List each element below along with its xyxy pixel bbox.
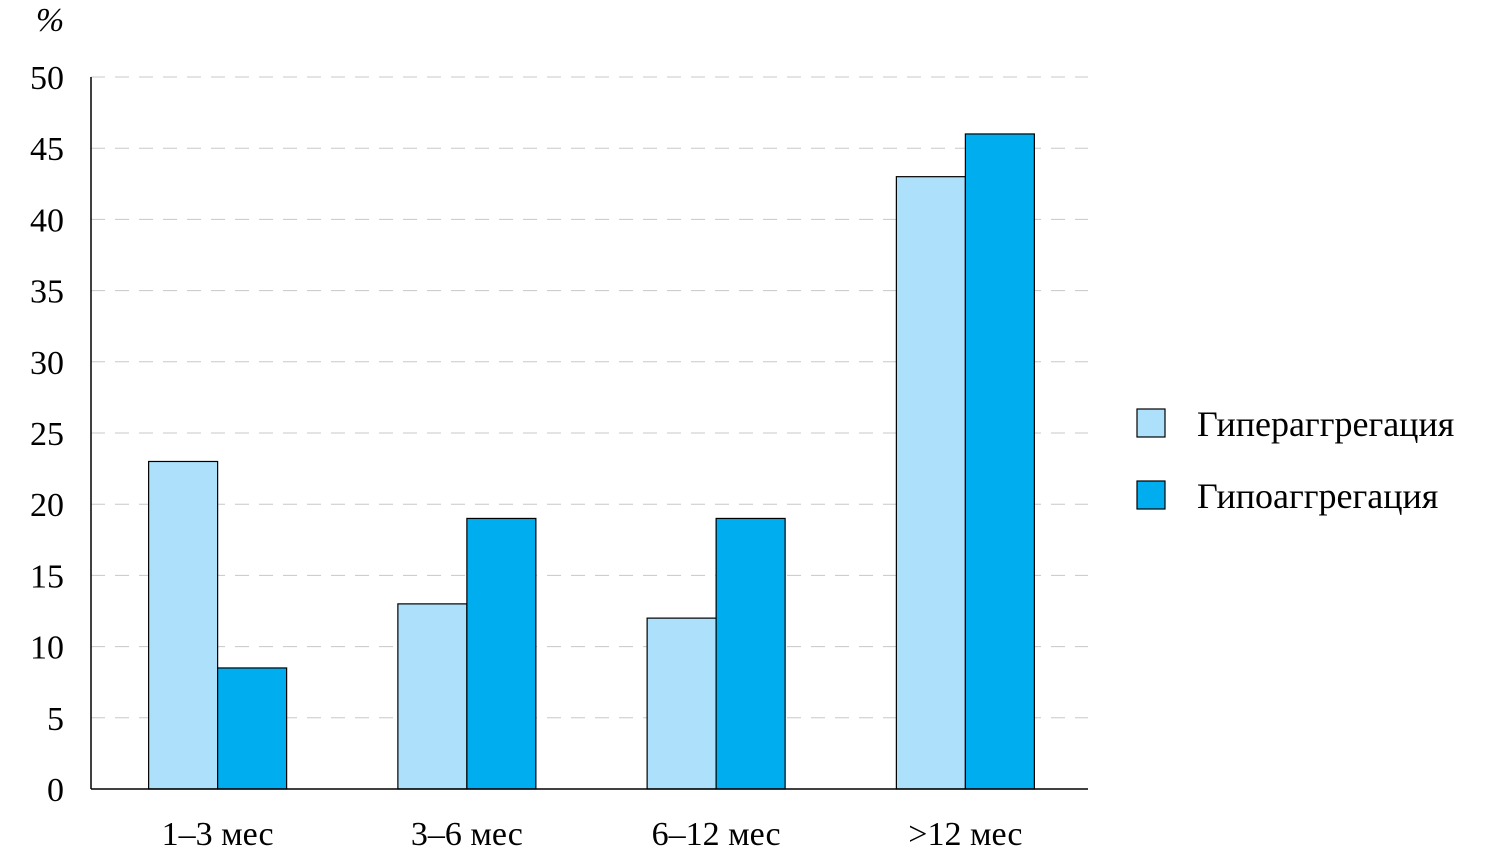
bar-hyper-3 [895,176,966,790]
y-tick-label: 0 [47,772,64,809]
legend-label-hyper: Гипераггрегация [1197,404,1454,444]
legend: Гипераггрегация Гипоаггрегация [1136,404,1454,516]
x-tick-label: 1–3 мес [162,816,274,853]
y-tick-label: 30 [30,345,64,382]
x-tick-label: 3–6 мес [411,816,523,853]
bar-hypo-2 [715,517,786,790]
y-axis-unit-label: % [36,2,64,39]
y-tick-label: 40 [30,202,64,239]
legend-swatch-hyper [1136,408,1166,438]
y-tick-label: 15 [30,558,64,595]
bar-hypo-1 [466,517,537,790]
bar-hypo-3 [964,133,1035,790]
x-tick-label: >12 мес [908,816,1022,853]
y-tick-label: 25 [30,416,64,453]
bar-hyper-2 [646,617,717,790]
y-tick-label: 35 [30,274,64,311]
y-tick-label: 45 [30,131,64,168]
legend-swatch-hypo [1136,480,1166,510]
axes [90,77,1088,790]
legend-label-hypo: Гипоаггрегация [1197,476,1438,516]
x-tick-label: 6–12 мес [652,816,781,853]
bars [148,133,1035,790]
x-tick-labels: 1–3 мес 3–6 мес 6–12 мес >12 мес [162,816,1023,853]
y-tick-label: 10 [30,630,64,667]
bar-hyper-0 [148,460,219,790]
bar-hyper-1 [397,603,468,790]
y-tick-labels: 0 5 10 15 20 25 30 35 40 45 50 [30,60,64,809]
y-tick-label: 20 [30,487,64,524]
bar-hypo-0 [217,667,288,790]
y-tick-label: 50 [30,60,64,97]
y-tick-label: 5 [47,701,64,738]
